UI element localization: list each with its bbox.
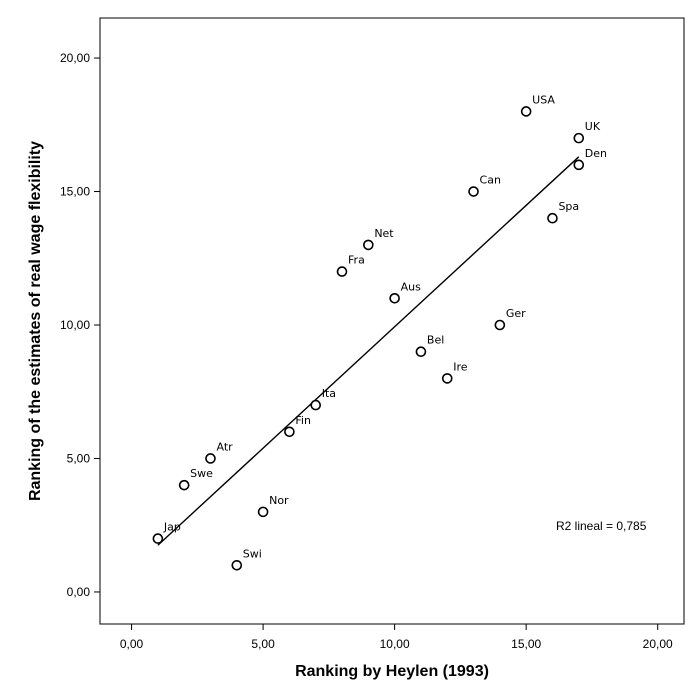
point-label-den: Den bbox=[585, 147, 607, 160]
data-point-fin bbox=[284, 426, 295, 438]
data-point-aus bbox=[389, 293, 400, 304]
x-tick-label: 20,00 bbox=[643, 637, 673, 651]
point-label-usa: USA bbox=[532, 93, 555, 106]
data-point-fra bbox=[336, 266, 348, 277]
x-tick-label: 5,00 bbox=[251, 637, 275, 651]
y-tick-label: 15,00 bbox=[60, 185, 90, 199]
data-point-ger bbox=[494, 319, 506, 331]
point-label-fin: Fin bbox=[295, 414, 311, 427]
point-label-aus: Aus bbox=[401, 280, 421, 293]
y-axis-ticks: 0,00 5,00 10,00 15,00 20,00 bbox=[60, 51, 100, 599]
regression-line bbox=[157, 156, 580, 546]
y-tick-label: 5,00 bbox=[67, 451, 91, 465]
data-point-den bbox=[573, 159, 585, 171]
data-point-bel bbox=[415, 346, 427, 358]
y-tick-label: 0,00 bbox=[67, 585, 91, 599]
point-label-uk: UK bbox=[585, 120, 601, 133]
point-label-ire: Ire bbox=[453, 360, 468, 373]
y-axis-title: Ranking of the estimates of real wage fl… bbox=[27, 141, 44, 501]
point-label-jap: Jap bbox=[163, 521, 181, 534]
point-label-spa: Spa bbox=[558, 200, 579, 213]
r2-annotation: R2 lineal = 0,785 bbox=[556, 519, 647, 533]
x-axis-ticks: 0,00 5,00 10,00 15,00 20,00 bbox=[120, 624, 673, 651]
point-label-swe: Swe bbox=[190, 467, 213, 480]
data-point-jap bbox=[152, 533, 164, 544]
data-point-net bbox=[363, 239, 374, 251]
point-label-bel: Bel bbox=[427, 334, 444, 347]
data-point-can bbox=[468, 186, 479, 197]
data-point-ita bbox=[310, 399, 322, 411]
point-label-swi: Swi bbox=[243, 547, 262, 560]
data-points bbox=[152, 106, 585, 571]
point-label-nor: Nor bbox=[269, 494, 289, 507]
plot-area bbox=[99, 17, 685, 625]
data-point-atr bbox=[205, 453, 216, 464]
y-tick-label: 10,00 bbox=[60, 318, 90, 332]
point-labels: Jap Swe Atr Swi Nor Fin Ita Fra Net Aus Bel Ire Can G… bbox=[163, 93, 607, 560]
x-tick-label: 0,00 bbox=[120, 637, 144, 651]
point-label-net: Net bbox=[374, 227, 394, 240]
point-label-ita: Ita bbox=[322, 387, 336, 400]
data-point-swi bbox=[231, 559, 243, 571]
x-tick-label: 15,00 bbox=[511, 637, 541, 651]
data-point-spa bbox=[547, 212, 558, 224]
point-label-ger: Ger bbox=[506, 307, 526, 320]
point-label-can: Can bbox=[480, 174, 501, 187]
data-point-nor bbox=[257, 506, 269, 518]
point-label-fra: Fra bbox=[348, 254, 365, 267]
x-tick-label: 10,00 bbox=[380, 637, 410, 651]
point-label-atr: Atr bbox=[216, 440, 233, 453]
x-axis-title: Ranking by Heylen (1993) bbox=[295, 663, 489, 680]
data-point-usa bbox=[520, 106, 532, 117]
y-tick-label: 20,00 bbox=[60, 51, 90, 65]
data-point-swe bbox=[178, 479, 190, 491]
data-point-ire bbox=[441, 373, 453, 384]
data-point-uk bbox=[573, 132, 585, 144]
